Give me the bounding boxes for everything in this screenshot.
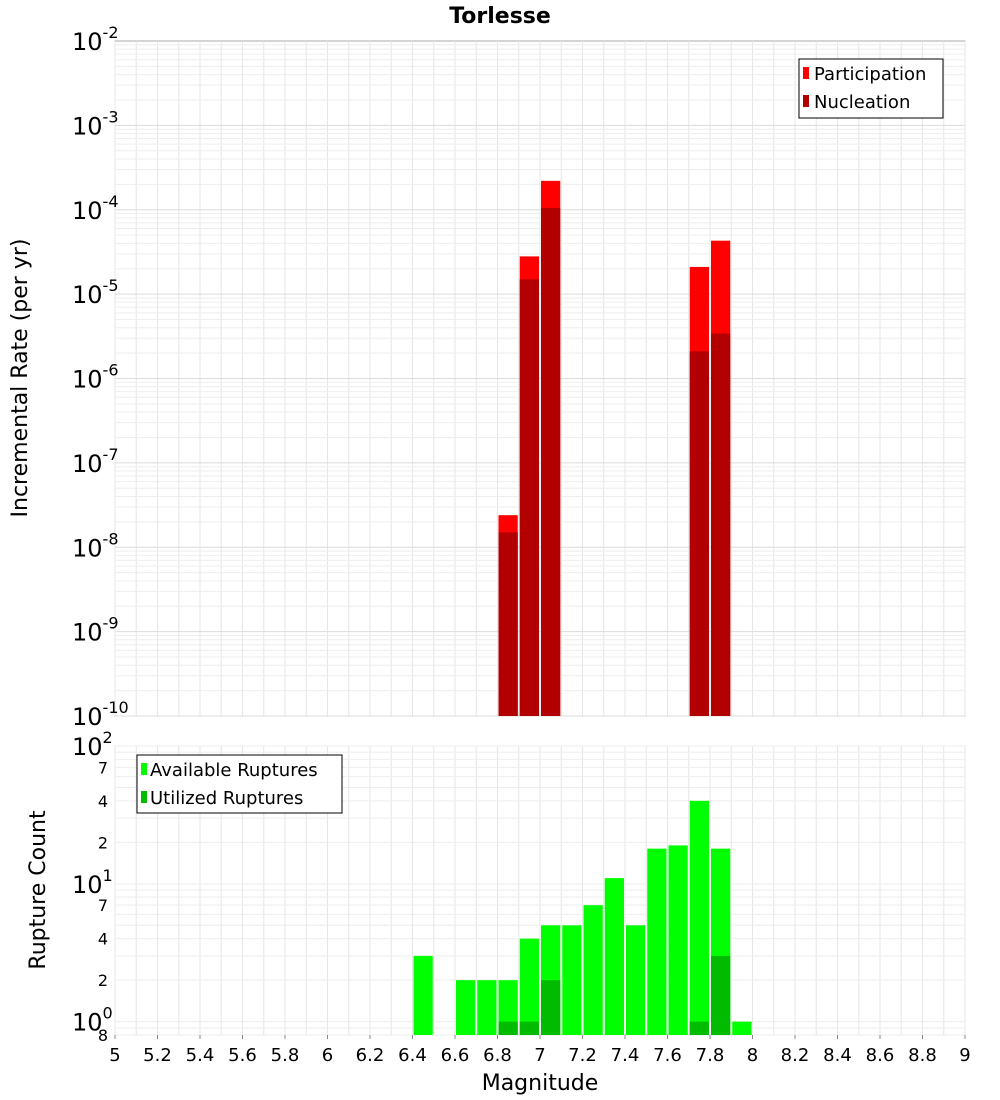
rate-panel: 10-10 10-9 10-8 10-7 10-6 10-5 10-4 10-3 10-2 In… xyxy=(8,23,966,731)
count-bars xyxy=(413,800,752,1035)
available-bar xyxy=(498,980,518,1035)
x-tick-label: 5.4 xyxy=(186,1045,215,1066)
x-tick-label: 6.4 xyxy=(398,1045,427,1066)
x-tick-label: 6.2 xyxy=(356,1045,385,1066)
x-tick-label: 6 xyxy=(322,1045,333,1066)
count-legend-box xyxy=(136,754,343,814)
available-bar xyxy=(626,925,646,1035)
available-bar xyxy=(456,980,476,1035)
x-tick-labels: 5 5.2 5.4 5.6 5.8 6 6.2 6.4 6.6 6.8 7 7.2 7.4 7.6 7.8 8… xyxy=(109,1035,971,1066)
x-tick-label: 5 xyxy=(109,1045,120,1066)
available-bar xyxy=(519,938,539,1035)
utilized-legend-swatch xyxy=(141,791,147,803)
rate-y-tick-label: 10-9 xyxy=(72,614,119,647)
count-panel: 100 101 102 8 2 4 7 2 4 7 5 5.2 5.4 5.6 5.8 6 6.2 6.4 6.6… xyxy=(26,728,971,1096)
x-tick-label: 8.2 xyxy=(781,1045,810,1066)
rate-y-tick-labels: 10-10 10-9 10-8 10-7 10-6 10-5 10-4 10-3 10-2 xyxy=(72,23,129,731)
nucleation-bar xyxy=(689,351,709,716)
count-legend: Available Ruptures Utilized Ruptures xyxy=(136,754,343,814)
x-tick-label: 8.4 xyxy=(823,1045,852,1066)
rate-y-tick-label: 10-7 xyxy=(72,445,119,478)
x-tick-label: 7.8 xyxy=(696,1045,725,1066)
x-tick-label: 7 xyxy=(534,1045,545,1066)
x-tick-label: 8 xyxy=(747,1045,758,1066)
x-tick-label: 9 xyxy=(959,1045,970,1066)
nucleation-bar xyxy=(519,279,539,716)
nucleation-bar xyxy=(711,333,731,716)
rate-y-tick-label: 10-4 xyxy=(72,192,119,225)
rate-y-tick-label: 10-2 xyxy=(72,23,119,56)
rate-y-tick-label: 10-3 xyxy=(72,107,119,140)
x-tick-label: 7.6 xyxy=(653,1045,682,1066)
count-y-minor-label: 8 xyxy=(98,1026,108,1045)
count-y-major-label: 101 xyxy=(72,866,113,899)
count-y-minor-label: 7 xyxy=(98,758,108,777)
utilized-legend-label: Utilized Ruptures xyxy=(150,788,303,809)
available-bar xyxy=(668,845,688,1035)
x-tick-label: 6.8 xyxy=(483,1045,512,1066)
count-y-major-label: 100 xyxy=(72,1004,113,1037)
x-tick-label: 5.6 xyxy=(228,1045,257,1066)
available-bar xyxy=(647,848,667,1035)
available-bar xyxy=(732,1021,752,1035)
rate-y-axis-label: Incremental Rate (per yr) xyxy=(8,239,33,518)
count-y-major-label: 102 xyxy=(72,728,113,761)
count-y-axis-label: Rupture Count xyxy=(26,810,51,970)
x-tick-label: 7.4 xyxy=(611,1045,640,1066)
available-bar xyxy=(689,800,709,1035)
chart-title: Torlesse xyxy=(449,4,551,29)
nucleation-legend-swatch xyxy=(803,95,809,107)
x-axis-label: Magnitude xyxy=(482,1071,599,1096)
count-y-minor-label: 2 xyxy=(98,971,108,990)
available-legend-swatch xyxy=(141,763,147,775)
available-bar xyxy=(583,905,603,1035)
count-grid xyxy=(114,745,966,1036)
rate-y-tick-label: 10-5 xyxy=(72,276,119,309)
utilized-bar xyxy=(541,980,561,1035)
utilized-bar xyxy=(498,1021,518,1035)
nucleation-bar xyxy=(498,532,518,716)
x-tick-label: 5.8 xyxy=(271,1045,300,1066)
available-bar xyxy=(562,925,582,1035)
utilized-bar xyxy=(711,955,731,1035)
x-tick-label: 8.6 xyxy=(866,1045,895,1066)
count-y-minor-label: 4 xyxy=(98,930,108,949)
nucleation-bar xyxy=(541,207,561,716)
rate-legend: Participation Nucleation xyxy=(798,58,944,119)
rate-bars xyxy=(498,180,731,717)
count-y-tick-labels: 100 101 102 8 2 4 7 2 4 7 xyxy=(72,728,113,1045)
rate-y-tick-label: 10-10 xyxy=(72,698,129,731)
available-legend-label: Available Ruptures xyxy=(150,760,318,781)
participation-legend-swatch xyxy=(803,67,809,79)
participation-legend-label: Participation xyxy=(814,64,926,85)
x-tick-label: 7.2 xyxy=(568,1045,597,1066)
available-bar xyxy=(413,955,433,1035)
x-tick-label: 5.2 xyxy=(143,1045,172,1066)
count-y-minor-label: 4 xyxy=(98,792,108,811)
rate-legend-box xyxy=(798,58,944,119)
available-bar xyxy=(604,878,624,1035)
utilized-bar xyxy=(689,1021,709,1035)
rate-y-tick-label: 10-6 xyxy=(72,361,119,394)
count-y-minor-label: 2 xyxy=(98,833,108,852)
count-y-minor-label: 7 xyxy=(98,896,108,915)
x-tick-label: 6.6 xyxy=(441,1045,470,1066)
utilized-bar xyxy=(519,1021,539,1035)
nucleation-legend-label: Nucleation xyxy=(814,92,910,113)
x-tick-label: 8.8 xyxy=(908,1045,937,1066)
rate-grid xyxy=(114,41,966,717)
rate-y-tick-label: 10-8 xyxy=(72,529,119,562)
available-bar xyxy=(477,980,497,1035)
